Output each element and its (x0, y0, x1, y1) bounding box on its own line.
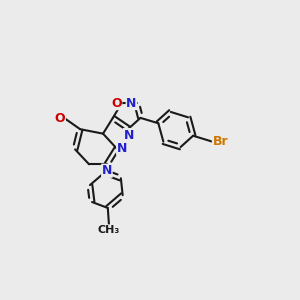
Text: O: O (55, 112, 65, 125)
Text: N: N (102, 164, 112, 177)
Text: N: N (123, 129, 134, 142)
Text: N: N (117, 142, 127, 155)
Text: CH₃: CH₃ (98, 225, 120, 235)
Text: O: O (111, 97, 122, 110)
Text: Br: Br (212, 135, 228, 148)
Text: N: N (126, 97, 136, 110)
